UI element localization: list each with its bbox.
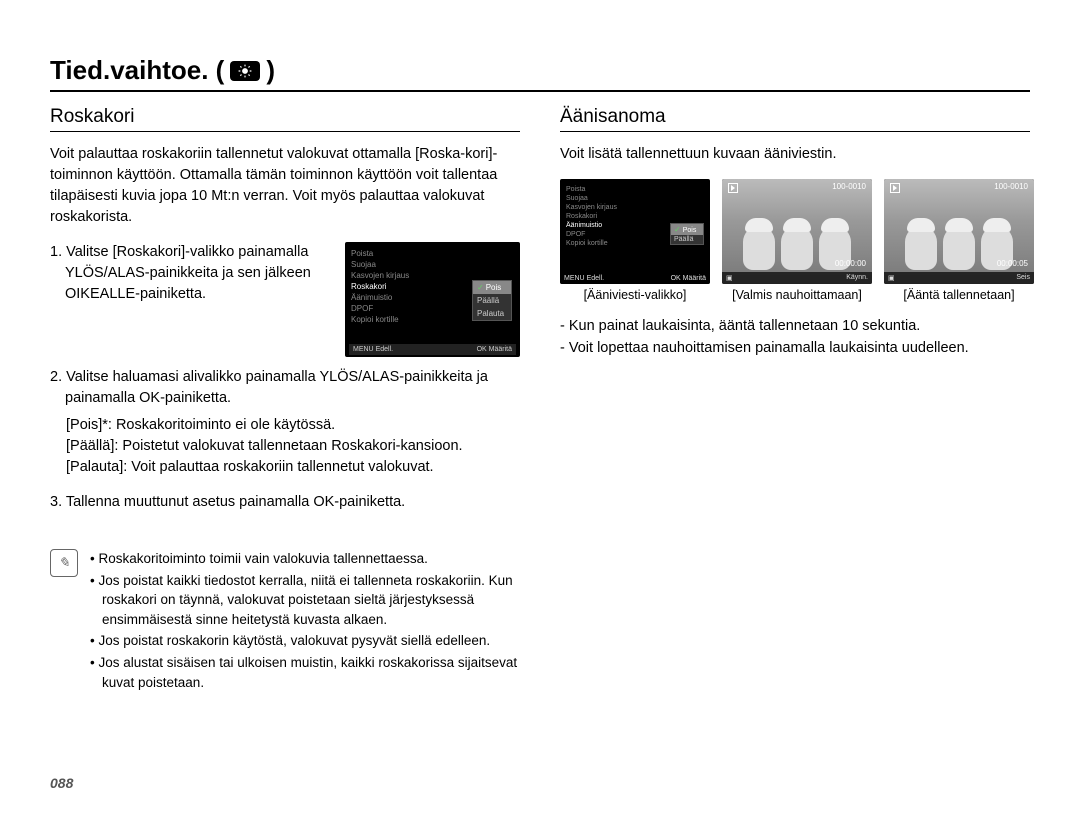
section-roskakori-title: Roskakori [50, 106, 520, 132]
aanisanoma-intro: Voit lisätä tallennettuun kuvaan äänivie… [560, 144, 1030, 165]
thumb-footer: ▣ Seis [884, 272, 1034, 284]
timer: 00:00:05 [997, 259, 1028, 268]
title-prefix: Tied.vaihtoe. ( [50, 55, 224, 86]
menu-option: Palauta [473, 307, 511, 320]
left-column: Roskakori Voit palauttaa roskakoriin tal… [50, 106, 520, 694]
counter: 100-0010 [832, 182, 866, 191]
thumb-image-ready: 100-0010 00:00:00 ▣ Käynn. [722, 179, 872, 284]
counter: 100-0010 [994, 182, 1028, 191]
menu-option-selected: ✓Pois [671, 224, 703, 235]
menu-options: ✓Pois Päällä [670, 223, 704, 245]
thumb-footer: MENU Edell. OK Määritä [560, 273, 710, 284]
note-item: Jos alustat sisäisen tai ulkoisen muisti… [90, 653, 520, 692]
opt-pois: [Pois]*: Roskakoritoiminto ei ole käytös… [66, 415, 520, 436]
timer: 00:00:00 [835, 259, 866, 268]
thumb-image-recording: 100-0010 00:00:05 ▣ Seis [884, 179, 1034, 284]
thumb-caption: [Valmis nauhoittamaan] [722, 288, 872, 302]
opt-palauta: [Palauta]: Voit palauttaa roskakoriin ta… [66, 457, 520, 478]
menu-item: Suojaa [351, 259, 514, 270]
shutter-icon: ▣ [726, 274, 733, 282]
shutter-icon: ▣ [888, 274, 895, 282]
step-3: 3. Tallenna muuttunut asetus painamalla … [50, 492, 520, 513]
thumbnail-row: Poista Suojaa Kasvojen kirjaus Roskakori… [560, 179, 1030, 302]
footer-right: Seis [1016, 274, 1030, 282]
note-list: Roskakoritoiminto toimii vain valokuvia … [90, 549, 520, 694]
menu-item: Kasvojen kirjaus [566, 203, 704, 212]
title-suffix: ) [266, 55, 275, 86]
menu-item: Poista [566, 185, 704, 194]
play-icon [890, 183, 900, 193]
menu-option: Päällä [473, 294, 511, 307]
opt-paalla: [Päällä]: Poistetut valokuvat tallenneta… [66, 436, 520, 457]
menu-item: Suojaa [566, 194, 704, 203]
thumb-image-menu: Poista Suojaa Kasvojen kirjaus Roskakori… [560, 179, 710, 284]
menu-option-selected: ✓Pois [473, 281, 511, 294]
menu-footer: MENU Edell. OK Määritä [349, 344, 516, 355]
step-1: 1. Valitse [Roskakori]-valikko painamall… [50, 242, 333, 305]
tool-icon [230, 61, 260, 81]
page-title: Tied.vaihtoe. ( ) [50, 55, 1030, 92]
menu-option: Päällä [671, 235, 703, 244]
roskakori-menu-screenshot: Poista Suojaa Kasvojen kirjaus Roskakori… [345, 242, 520, 357]
page-number: 088 [50, 775, 73, 791]
menu-item: Roskakori [566, 212, 704, 221]
note-item: Roskakoritoiminto toimii vain valokuvia … [90, 549, 520, 569]
thumb-caption: [Ääntä tallennetaan] [884, 288, 1034, 302]
note-icon: ✎ [50, 549, 78, 577]
thumb-footer: ▣ Käynn. [722, 272, 872, 284]
thumb-recording: 100-0010 00:00:05 ▣ Seis [Ääntä tallenne… [884, 179, 1034, 302]
right-column: Äänisanoma Voit lisätä tallennettuun kuv… [560, 106, 1030, 694]
option-definitions: [Pois]*: Roskakoritoiminto ei ole käytös… [66, 415, 520, 478]
right-note-2: - Voit lopettaa nauhoittamisen painamall… [560, 338, 1030, 360]
menu-options: ✓Pois Päällä Palauta [472, 280, 512, 321]
play-icon [728, 183, 738, 193]
roskakori-intro: Voit palauttaa roskakoriin tallennetut v… [50, 144, 520, 228]
thumb-ready: 100-0010 00:00:00 ▣ Käynn. [Valmis nauho… [722, 179, 872, 302]
section-aanisanoma-title: Äänisanoma [560, 106, 1030, 132]
step-2: 2. Valitse haluamasi alivalikko painamal… [50, 367, 520, 409]
note-box: ✎ Roskakoritoiminto toimii vain valokuvi… [50, 549, 520, 694]
thumb-caption: [Ääniviesti-valikko] [560, 288, 710, 302]
right-note-1: - Kun painat laukaisinta, ääntä tallenne… [560, 316, 1030, 338]
thumb-menu: Poista Suojaa Kasvojen kirjaus Roskakori… [560, 179, 710, 302]
note-item: Jos poistat kaikki tiedostot kerralla, n… [90, 571, 520, 630]
menu-item: Poista [351, 248, 514, 259]
footer-right: Käynn. [846, 274, 868, 282]
right-notes: - Kun painat laukaisinta, ääntä tallenne… [560, 316, 1030, 360]
note-item: Jos poistat roskakorin käytöstä, valokuv… [90, 631, 520, 651]
